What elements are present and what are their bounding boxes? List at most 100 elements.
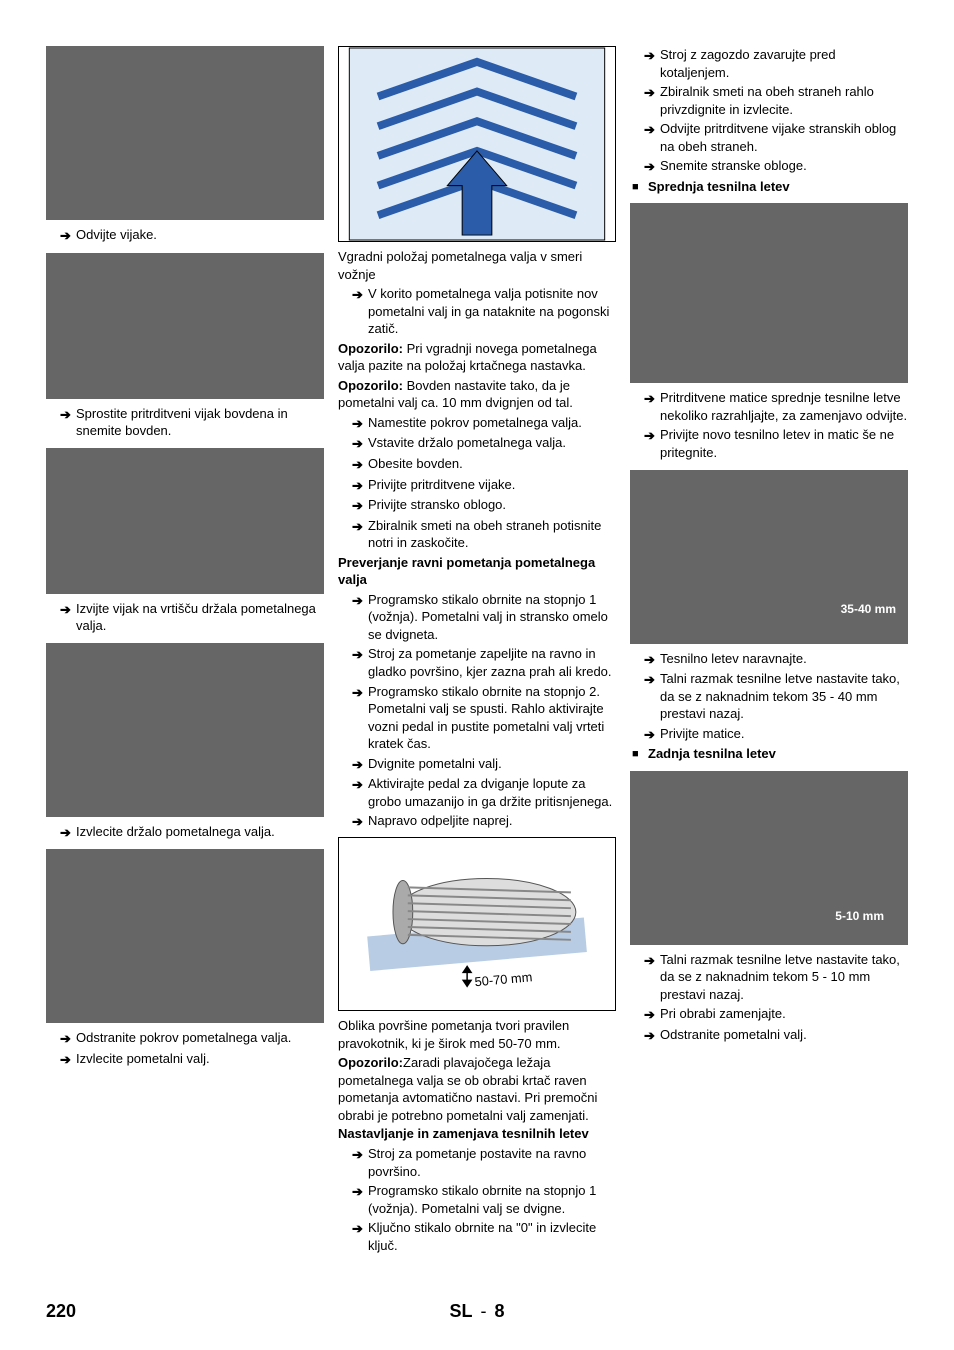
step-text: V korito pometalnega valja potisnite nov… — [368, 285, 616, 338]
warning: Opozorilo: Bovden nastavite tako, da je … — [338, 377, 616, 412]
arrow-icon: ➔ — [352, 414, 368, 433]
arrow-icon: ➔ — [644, 650, 660, 669]
warning: Opozorilo: Pri vgradnji novega pometalne… — [338, 340, 616, 375]
step: ➔Napravo odpeljite naprej. — [338, 812, 616, 831]
arrow-icon: ➔ — [352, 1145, 368, 1164]
arrow-icon: ➔ — [644, 157, 660, 176]
step-text: Stroj z zagozdo zavarujte pred kotaljenj… — [660, 46, 908, 81]
step: ➔Talni razmak tesnilne letve nastavite t… — [630, 670, 908, 723]
step-text: Talni razmak tesnilne letve nastavite ta… — [660, 951, 908, 1004]
sub-item: ■Sprednja tesnilna letev — [630, 178, 908, 196]
step: ➔Privijte pritrditvene vijake. — [338, 476, 616, 495]
arrow-icon: ➔ — [644, 725, 660, 744]
figure-chevron-diagram — [338, 46, 616, 242]
step: ➔Talni razmak tesnilne letve nastavite t… — [630, 951, 908, 1004]
figure-caption: Vgradni položaj pometalnega valja v smer… — [338, 248, 616, 283]
arrow-icon: ➔ — [352, 775, 368, 794]
sub-item: ■Zadnja tesnilna letev — [630, 745, 908, 763]
arrow-icon: ➔ — [644, 1026, 660, 1045]
arrow-icon: ➔ — [644, 389, 660, 408]
step-text: Privijte pritrditvene vijake. — [368, 476, 616, 494]
figure-gap-35-40: 35-40 mm — [630, 470, 908, 644]
arrow-icon: ➔ — [644, 951, 660, 970]
arrow-icon: ➔ — [644, 120, 660, 139]
figure-cover — [46, 849, 324, 1023]
step: ➔Programsko stikalo obrnite na stopnjo 2… — [338, 683, 616, 753]
step: ➔ Sprostite pritrditveni vijak bovdena i… — [46, 405, 324, 440]
page-number: 220 — [46, 1301, 76, 1322]
step: ➔Snemite stranske obloge. — [630, 157, 908, 176]
step: ➔Namestite pokrov pometalnega valja. — [338, 414, 616, 433]
arrow-icon: ➔ — [644, 670, 660, 689]
footer-lang: SL — [449, 1301, 472, 1322]
step-text: Vstavite držalo pometalnega valja. — [368, 434, 616, 452]
step: ➔Stroj za pometanje postavite na ravno p… — [338, 1145, 616, 1180]
arrow-icon: ➔ — [644, 1005, 660, 1024]
step-text: Zbiralnik smeti na obeh straneh potisnit… — [368, 517, 616, 552]
arrow-icon: ➔ — [352, 517, 368, 536]
step: ➔Ključno stikalo obrnite na "0" in izvle… — [338, 1219, 616, 1254]
step: ➔Odstranite pometalni valj. — [630, 1026, 908, 1045]
paragraph: Oblika površine pometanja tvori pravilen… — [338, 1017, 616, 1052]
subheading: Preverjanje ravni pometanja pometalnega … — [338, 554, 616, 589]
step-text: Zbiralnik smeti na obeh straneh rahlo pr… — [660, 83, 908, 118]
arrow-icon: ➔ — [352, 434, 368, 453]
arrow-icon: ➔ — [352, 683, 368, 702]
step-text: Odstranite pometalni valj. — [660, 1026, 908, 1044]
arrow-icon: ➔ — [352, 1219, 368, 1238]
step-text: Aktivirajte pedal za dviganje lopute za … — [368, 775, 616, 810]
footer-subpage: 8 — [495, 1301, 505, 1322]
step: ➔ Izvijte vijak na vrtišču držala pometa… — [46, 600, 324, 635]
step: ➔Stroj z zagozdo zavarujte pred kotaljen… — [630, 46, 908, 81]
step-text: Talni razmak tesnilne letve nastavite ta… — [660, 670, 908, 723]
step: ➔Dvignite pometalni valj. — [338, 755, 616, 774]
step-text: Izvlecite držalo pometalnega valja. — [76, 823, 324, 841]
sub-item-text: Zadnja tesnilna letev — [648, 745, 908, 763]
figure-screws — [46, 46, 324, 220]
step-text: Programsko stikalo obrnite na stopnjo 2.… — [368, 683, 616, 753]
step: ➔Zbiralnik smeti na obeh straneh rahlo p… — [630, 83, 908, 118]
step-text: Odstranite pokrov pometalnega valja. — [76, 1029, 324, 1047]
figure-roller-diagram: 50-70 mm — [338, 837, 616, 1011]
step-text: Stroj za pometanje zapeljite na ravno in… — [368, 645, 616, 680]
step: ➔Zbiralnik smeti na obeh straneh potisni… — [338, 517, 616, 552]
warning: Opozorilo:Zaradi plavajočega ležaja pome… — [338, 1054, 616, 1124]
arrow-icon: ➔ — [352, 476, 368, 495]
arrow-icon: ➔ — [352, 455, 368, 474]
footer-dash: - — [481, 1301, 487, 1322]
arrow-icon: ➔ — [644, 83, 660, 102]
warning-label: Opozorilo: — [338, 378, 403, 393]
page-footer: 220 SL - 8 — [0, 1301, 954, 1322]
step-text: Privijte matice. — [660, 725, 908, 743]
arrow-icon: ➔ — [644, 426, 660, 445]
step: ➔Programsko stikalo obrnite na stopnjo 1… — [338, 1182, 616, 1217]
arrow-icon: ➔ — [60, 600, 76, 619]
arrow-icon: ➔ — [352, 591, 368, 610]
arrow-icon: ➔ — [352, 755, 368, 774]
step: ➔Obesite bovden. — [338, 455, 616, 474]
step: ➔ Izvlecite pometalni valj. — [46, 1050, 324, 1069]
step: ➔Pri obrabi zamenjajte. — [630, 1005, 908, 1024]
warning-label: Opozorilo: — [338, 1055, 403, 1070]
step-text: Pritrditvene matice sprednje tesnilne le… — [660, 389, 908, 424]
arrow-icon: ➔ — [60, 405, 76, 424]
step-text: Privijte stransko oblogo. — [368, 496, 616, 514]
step: ➔Privijte stransko oblogo. — [338, 496, 616, 515]
step-text: Odvijte pritrditvene vijake stranskih ob… — [660, 120, 908, 155]
section-heading: Nastavljanje in zamenjava tesnilnih lete… — [338, 1126, 616, 1141]
step: ➔Pritrditvene matice sprednje tesnilne l… — [630, 389, 908, 424]
sub-item-text: Sprednja tesnilna letev — [648, 178, 908, 196]
step-text: Privijte novo tesnilno letev in matic še… — [660, 426, 908, 461]
step-text: Odvijte vijake. — [76, 226, 324, 244]
figure-front-strip — [630, 203, 908, 383]
step-text: Izvijte vijak na vrtišču držala pometaln… — [76, 600, 324, 635]
step-text: Programsko stikalo obrnite na stopnjo 1 … — [368, 591, 616, 644]
arrow-icon: ➔ — [60, 226, 76, 245]
arrow-icon: ➔ — [644, 46, 660, 65]
square-icon: ■ — [632, 178, 648, 195]
step: ➔ Odvijte vijake. — [46, 226, 324, 245]
step-text: Izvlecite pometalni valj. — [76, 1050, 324, 1068]
figure-gap-5-10: 5-10 mm — [630, 771, 908, 945]
arrow-icon: ➔ — [352, 812, 368, 831]
step: ➔ V korito pometalnega valja potisnite n… — [338, 285, 616, 338]
